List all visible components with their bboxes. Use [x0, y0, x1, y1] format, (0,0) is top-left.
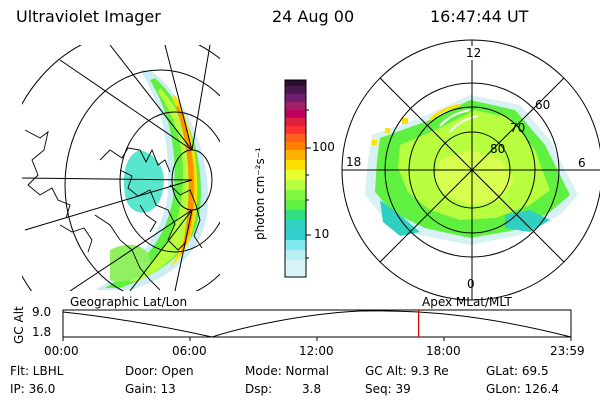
time-tick-1800: 18:00	[426, 344, 461, 358]
colorbar	[284, 79, 311, 278]
polar-plot	[341, 39, 600, 301]
altitude-tick-high: 9.0	[32, 305, 52, 319]
time-tick-0600: 06:00	[172, 344, 207, 358]
polar-panel-label: Apex MLat/MLT	[422, 295, 512, 309]
geographic-panel-label: Geographic Lat/Lon	[70, 295, 188, 309]
time-tick-1200: 12:00	[299, 344, 334, 358]
mlt-label-12: 12	[466, 46, 482, 60]
altitude-axis-label: GC Alt	[12, 306, 26, 344]
glon-status: GLon: 126.4	[486, 382, 559, 396]
lat-label-60: 60	[535, 98, 551, 112]
instrument-title: Ultraviolet Imager	[16, 7, 161, 26]
colorbar-tick-100: 100	[312, 140, 335, 154]
gain-status: Gain: 13	[125, 382, 176, 396]
lat-label-70: 70	[510, 121, 526, 135]
mode-status: Mode: Normal	[245, 364, 329, 378]
door-status: Door: Open	[125, 364, 194, 378]
time-tick-0000: 00:00	[44, 344, 79, 358]
colorbar-tick-10: 10	[314, 227, 330, 241]
mlt-label-18: 18	[346, 155, 362, 169]
filter-status: Flt: LBHL	[10, 364, 64, 378]
ip-status: IP: 36.0	[10, 382, 56, 396]
colorbar-unit-label: photon cm⁻²s⁻¹	[253, 147, 267, 240]
glat-status: GLat: 69.5	[486, 364, 549, 378]
geographic-map	[22, 45, 220, 291]
time-tick-2359: 23:59	[550, 344, 585, 358]
seq-status: Seq: 39	[365, 382, 411, 396]
date-label: 24 Aug 00	[272, 7, 355, 26]
mlt-label-0: 0	[467, 277, 475, 291]
dsp-label: Dsp:	[245, 382, 273, 396]
dsp-value: 3.8	[302, 382, 322, 396]
time-label: 16:47:44 UT	[430, 7, 529, 26]
altitude-plot	[62, 309, 572, 341]
gc-alt-status: GC Alt: 9.3 Re	[365, 364, 449, 378]
mlt-label-6: 6	[578, 156, 586, 170]
altitude-tick-low: 1.8	[32, 325, 52, 339]
lat-label-80: 80	[490, 142, 506, 156]
